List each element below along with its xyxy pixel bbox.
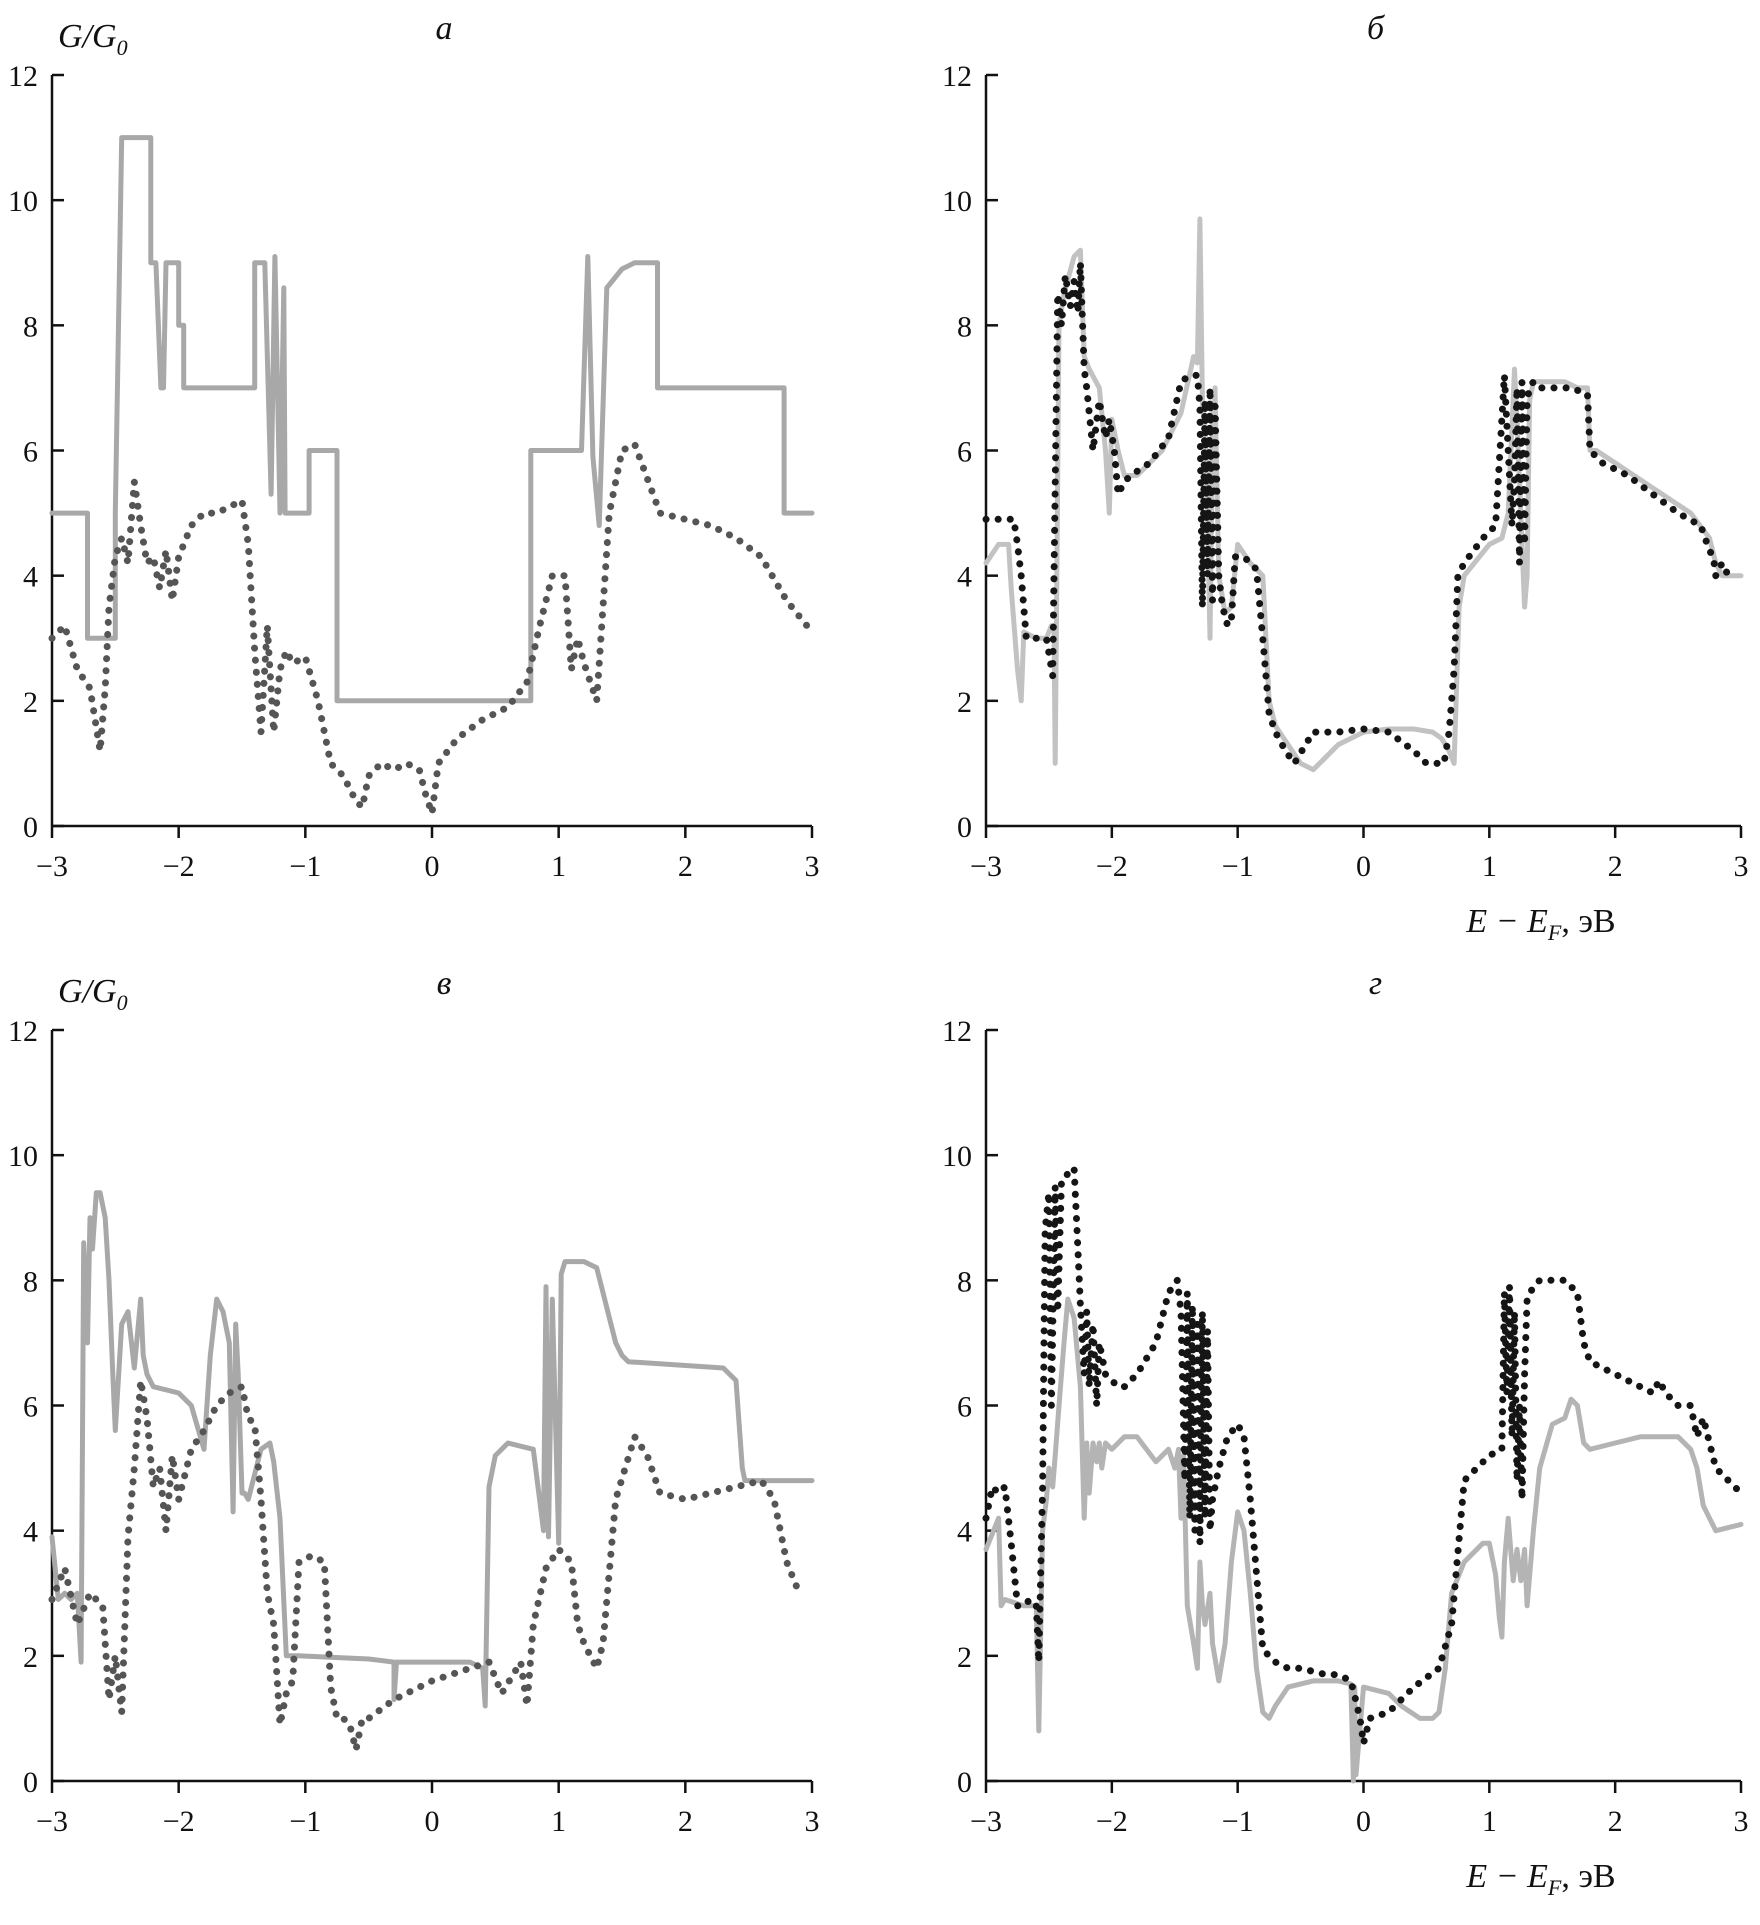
y-tick-label: 10 — [8, 1140, 38, 1173]
x-tick-label: 2 — [1608, 1805, 1623, 1838]
y-axis-label: G/G0 — [58, 18, 128, 60]
y-tick-label: 12 — [942, 1015, 972, 1048]
panel-label: а — [436, 10, 453, 47]
x-tick-label: 0 — [1356, 850, 1371, 883]
x-tick-label: −1 — [1222, 850, 1254, 883]
x-tick-label: −3 — [36, 1805, 68, 1838]
x-tick-label: 3 — [1734, 1805, 1749, 1838]
y-tick-label: 2 — [957, 686, 972, 719]
x-tick-label: −1 — [289, 1805, 321, 1838]
y-tick-label: 2 — [23, 1641, 38, 1674]
y-tick-label: 2 — [957, 1641, 972, 1674]
y-tick-label: 10 — [942, 185, 972, 218]
y-tick-label: 12 — [942, 60, 972, 93]
x-tick-label: 1 — [1482, 850, 1497, 883]
y-axis-label-main: G/G — [58, 18, 117, 55]
x-tick-label: −2 — [163, 850, 195, 883]
y-tick-label: 4 — [23, 1516, 38, 1549]
dotted-series-line — [48, 439, 816, 815]
x-tick-label: −3 — [970, 850, 1002, 883]
x-tick-label: 1 — [551, 850, 566, 883]
x-tick-label: 3 — [805, 1805, 820, 1838]
x-tick-label: 0 — [425, 850, 440, 883]
y-tick-label: 0 — [23, 1766, 38, 1799]
y-tick-label: 12 — [8, 60, 38, 93]
x-axis-label: E − EF, эВ — [1465, 1858, 1615, 1900]
x-tick-label: 2 — [1608, 850, 1623, 883]
x-tick-label: −3 — [36, 850, 68, 883]
x-tick-label: −2 — [1096, 850, 1128, 883]
y-tick-label: 2 — [23, 686, 38, 719]
dotted-series-line — [48, 1379, 803, 1751]
x-axis-label-unit: , эВ — [1561, 903, 1615, 940]
x-tick-label: −2 — [163, 1805, 195, 1838]
x-axis-label: E − EF, эВ — [1465, 903, 1615, 945]
x-axis-label-unit: , эВ — [1561, 1858, 1615, 1895]
y-tick-label: 4 — [957, 561, 972, 594]
y-tick-label: 8 — [957, 310, 972, 343]
x-tick-label: 1 — [1482, 1805, 1497, 1838]
x-axis-label-main: E − E — [1465, 1858, 1548, 1895]
x-tick-label: −2 — [1096, 1805, 1128, 1838]
solid-series-line — [983, 1296, 1744, 1784]
panel-label: б — [1367, 10, 1386, 47]
x-tick-label: 0 — [1356, 1805, 1371, 1838]
x-axis-label-subscript: F — [1547, 1875, 1562, 1900]
solid-series-line — [49, 135, 815, 704]
y-tick-label: 0 — [957, 1766, 972, 1799]
y-axis-label-subscript: 0 — [117, 990, 128, 1015]
x-tick-label: 3 — [1734, 850, 1749, 883]
y-tick-label: 10 — [942, 1140, 972, 1173]
y-tick-label: 6 — [23, 436, 38, 469]
y-tick-label: 4 — [957, 1516, 972, 1549]
x-tick-label: 3 — [805, 850, 820, 883]
y-axis-label: G/G0 — [58, 973, 128, 1015]
y-tick-label: 8 — [23, 1265, 38, 1298]
x-tick-label: 2 — [678, 850, 693, 883]
panel-label: г — [1369, 965, 1382, 1002]
dotted-series-line — [982, 1159, 1745, 1745]
y-tick-label: 12 — [8, 1015, 38, 1048]
y-tick-label: 6 — [957, 1391, 972, 1424]
x-axis-label-subscript: F — [1547, 920, 1562, 945]
x-tick-label: 2 — [678, 1805, 693, 1838]
y-tick-label: 0 — [957, 811, 972, 844]
y-axis-label-main: G/G — [58, 973, 117, 1010]
y-tick-label: 6 — [23, 1391, 38, 1424]
solid-series-line — [49, 1190, 815, 1709]
x-tick-label: 1 — [551, 1805, 566, 1838]
x-tick-label: −3 — [970, 1805, 1002, 1838]
x-tick-label: 0 — [425, 1805, 440, 1838]
y-tick-label: 8 — [23, 310, 38, 343]
y-tick-label: 6 — [957, 436, 972, 469]
dotted-series-line — [982, 262, 1732, 770]
x-tick-label: −1 — [1222, 1805, 1254, 1838]
panel-label: в — [437, 965, 452, 1002]
solid-series-line — [983, 216, 1744, 773]
y-tick-label: 10 — [8, 185, 38, 218]
y-tick-label: 0 — [23, 811, 38, 844]
y-tick-label: 8 — [957, 1265, 972, 1298]
x-tick-label: −1 — [289, 850, 321, 883]
y-axis-label-subscript: 0 — [117, 35, 128, 60]
x-axis-label-main: E − E — [1465, 903, 1548, 940]
y-tick-label: 4 — [23, 561, 38, 594]
